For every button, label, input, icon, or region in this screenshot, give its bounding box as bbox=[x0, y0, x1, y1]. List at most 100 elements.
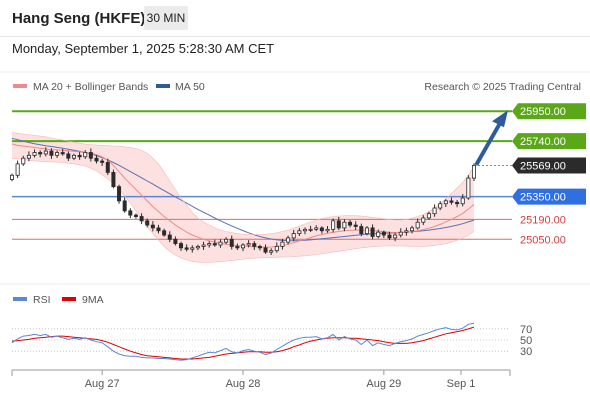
candle bbox=[432, 204, 437, 217]
level-tags: 25950.00 25740.00 25569.00 25350.00 25190.00… bbox=[512, 103, 586, 246]
candle bbox=[443, 199, 448, 208]
candle bbox=[133, 213, 138, 219]
level-label: 25569.00 bbox=[520, 160, 566, 172]
candle bbox=[286, 235, 291, 245]
candle bbox=[348, 220, 353, 228]
legend-swatch-9ma bbox=[62, 297, 76, 301]
candle bbox=[438, 201, 443, 211]
candle bbox=[269, 248, 274, 255]
legend-swatch-ma20 bbox=[13, 84, 27, 88]
x-tick-label: Aug 28 bbox=[226, 378, 261, 390]
candle bbox=[83, 150, 88, 159]
candle bbox=[117, 184, 122, 204]
legend-swatch-ma50 bbox=[156, 84, 170, 88]
x-tick-label: Aug 29 bbox=[366, 378, 401, 390]
candle bbox=[173, 236, 178, 246]
rsi-tick-label: 70 bbox=[520, 324, 532, 336]
candle bbox=[336, 216, 341, 231]
candle bbox=[319, 226, 324, 234]
candle bbox=[9, 173, 14, 182]
candle bbox=[274, 242, 279, 253]
candle bbox=[353, 221, 358, 231]
rsi-lines bbox=[11, 322, 475, 361]
candle bbox=[308, 225, 313, 232]
candle bbox=[359, 223, 364, 237]
candle bbox=[246, 240, 251, 248]
level-lines bbox=[12, 110, 512, 240]
candle bbox=[240, 243, 245, 252]
candle bbox=[466, 175, 471, 200]
candle bbox=[471, 163, 476, 181]
candle bbox=[331, 218, 336, 233]
candle bbox=[66, 151, 71, 162]
timeframe-button[interactable]: 30 MIN bbox=[144, 6, 188, 30]
candle bbox=[207, 241, 212, 248]
level-tag-1: 25740.00 bbox=[512, 133, 586, 150]
candle bbox=[71, 153, 76, 161]
candle bbox=[218, 239, 223, 248]
candle bbox=[21, 155, 26, 166]
candle bbox=[297, 227, 302, 237]
legend-swatch-rsi bbox=[13, 297, 27, 301]
candle bbox=[145, 218, 150, 228]
legend-label-ma20: MA 20 + Bollinger Bands bbox=[33, 81, 148, 93]
bb-lower-line bbox=[11, 157, 475, 263]
candle bbox=[257, 244, 262, 251]
candle bbox=[460, 194, 465, 207]
level-label: 25050.00 bbox=[520, 234, 566, 246]
candle bbox=[426, 211, 431, 220]
level-tag-5: 25050.00 bbox=[520, 234, 566, 246]
candles bbox=[9, 147, 476, 255]
level-label: 25350.00 bbox=[520, 192, 566, 204]
legend-label-rsi: RSI bbox=[33, 294, 51, 306]
candle bbox=[105, 158, 110, 176]
candle bbox=[398, 228, 403, 238]
candle bbox=[404, 227, 409, 236]
candle bbox=[179, 241, 184, 251]
candle bbox=[381, 230, 386, 239]
candle bbox=[128, 208, 133, 219]
candle bbox=[415, 218, 420, 230]
level-tag-2: 25569.00 bbox=[512, 157, 586, 174]
chart-header: Hang Seng (HKFE) 30 MIN bbox=[0, 0, 590, 37]
rsi-9ma-line bbox=[11, 326, 475, 360]
candle bbox=[302, 227, 307, 235]
candle bbox=[201, 241, 206, 250]
candle bbox=[184, 244, 189, 252]
candle bbox=[88, 148, 93, 162]
level-label: 25950.00 bbox=[520, 106, 566, 118]
candle bbox=[43, 147, 48, 157]
projection-arrow bbox=[475, 110, 508, 166]
candle bbox=[263, 244, 268, 254]
candle bbox=[55, 150, 60, 158]
candle bbox=[195, 244, 200, 251]
candle bbox=[393, 232, 398, 242]
bb-upper-line bbox=[11, 132, 475, 235]
rsi-tick-label: 30 bbox=[520, 346, 532, 358]
x-axis-ticks: Aug 27 Aug 28 Aug 29 Sep 1 bbox=[85, 370, 476, 390]
chart-datetime: Monday, September 1, 2025 5:28:30 AM CET bbox=[12, 41, 275, 56]
x-tick-label: Sep 1 bbox=[447, 378, 476, 390]
legend-label-ma50: MA 50 bbox=[175, 81, 205, 93]
candle bbox=[190, 245, 195, 253]
candle bbox=[150, 221, 155, 232]
level-tag-4: 25190.00 bbox=[520, 214, 566, 226]
watermark: Research © 2025 Trading Central bbox=[424, 81, 581, 93]
candle bbox=[387, 231, 392, 241]
candle bbox=[212, 239, 217, 247]
candle bbox=[252, 240, 257, 250]
candle bbox=[156, 224, 161, 234]
candle bbox=[32, 149, 37, 158]
candle bbox=[235, 243, 240, 251]
candle bbox=[49, 148, 54, 159]
x-tick-label: Aug 27 bbox=[85, 378, 120, 390]
rsi-line bbox=[11, 322, 475, 361]
rsi-tick-label: 50 bbox=[520, 335, 532, 347]
candle bbox=[15, 160, 20, 179]
candle bbox=[410, 225, 415, 234]
candle bbox=[229, 235, 234, 250]
candle bbox=[314, 225, 319, 232]
level-label: 25190.00 bbox=[520, 214, 566, 226]
arrow-head bbox=[492, 110, 508, 128]
